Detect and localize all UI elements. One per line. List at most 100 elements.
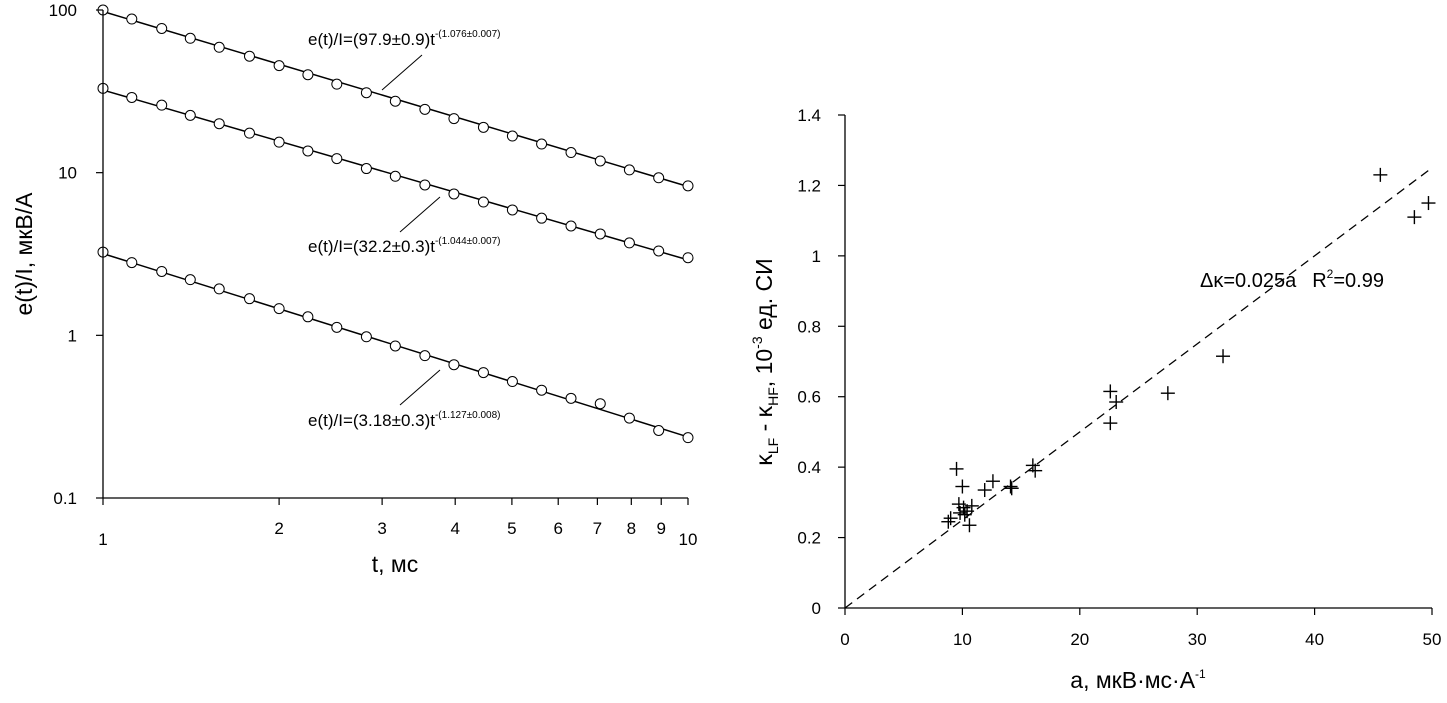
left-data-point (156, 22, 168, 34)
right-data-point (962, 518, 977, 533)
right-r2-base: R (1312, 270, 1326, 292)
left-data-point (594, 155, 606, 167)
right-data-point (1216, 349, 1231, 364)
left-data-point (419, 103, 431, 115)
left-y-tick-label: 100 (49, 1, 77, 20)
right-data-point (1003, 479, 1018, 494)
right-x-axis-label-base: a, мкВ·мс·А (1070, 667, 1195, 693)
right-y-tick-label: 1 (812, 247, 821, 266)
left-x-tick-label: 5 (507, 519, 516, 538)
left-data-point (273, 303, 285, 315)
right-x-tick-label: 30 (1188, 630, 1207, 649)
left-x-tick-label: 2 (274, 519, 283, 538)
right-y-axis-label-sub1: LF (765, 438, 781, 454)
left-data-point (448, 188, 460, 200)
right-data-point (1109, 394, 1124, 409)
right-data-point (985, 474, 1000, 489)
left-data-point (302, 69, 314, 81)
left-data-point (682, 252, 694, 264)
left-data-point (184, 274, 196, 286)
left-data-point (360, 331, 372, 343)
right-chart: 0 10 20 30 40 50 0 0.2 0.4 0.6 0.8 1 1.2 1.4 a, мкВ·м… (749, 106, 1441, 693)
left-data-point (273, 136, 285, 148)
right-x-tick-label: 50 (1423, 630, 1442, 649)
right-data-point (1103, 416, 1118, 431)
right-markers (941, 167, 1436, 533)
left-data-point (653, 245, 665, 257)
left-data-point (448, 113, 460, 125)
right-y-axis-label-end: ед. СИ (751, 258, 777, 336)
left-data-point (389, 170, 401, 182)
right-data-point (941, 514, 956, 529)
fit-equation-bottom: e(t)/I=(3.18±0.3)t-(1.127±0.008) (308, 410, 501, 430)
left-data-point (331, 153, 343, 165)
left-data-point (273, 60, 285, 72)
left-data-point (623, 237, 635, 249)
left-data-point (506, 204, 518, 216)
fit-equation-top-base: e(t)/I=(97.9±0.9)t (308, 30, 435, 49)
right-x-tick-label: 10 (953, 630, 972, 649)
left-data-point (213, 41, 225, 53)
left-x-tick-label: 9 (656, 519, 665, 538)
leader-line-bottom (399, 369, 441, 406)
right-x-axis-label-sup: -1 (1195, 667, 1206, 681)
left-x-tick-label: 10 (679, 530, 698, 549)
left-x-tick-label: 8 (627, 519, 636, 538)
left-data-point (360, 87, 372, 99)
left-data-point (477, 121, 489, 133)
left-data-point (623, 164, 635, 176)
right-y-tick-label: 0.6 (797, 388, 821, 407)
left-data-point (536, 212, 548, 224)
left-data-point (536, 138, 548, 150)
left-data-point (419, 179, 431, 191)
right-x-tick-label: 0 (840, 630, 849, 649)
right-data-point (1028, 463, 1043, 478)
left-data-point (682, 180, 694, 192)
right-y-tick-label: 0.4 (797, 458, 821, 477)
fit-equation-middle-base: e(t)/I=(32.2±0.3)t (308, 237, 435, 256)
right-axes (844, 115, 1432, 609)
left-data-point (126, 91, 138, 103)
left-data-point (243, 50, 255, 62)
left-data-point (506, 130, 518, 142)
left-data-point (389, 340, 401, 352)
left-data-point (243, 127, 255, 139)
left-x-tick-label: 1 (98, 530, 107, 549)
left-data-point (184, 32, 196, 44)
right-data-point (943, 511, 958, 526)
right-data-point (1103, 384, 1118, 399)
right-data-point (1373, 167, 1388, 182)
left-data-point (126, 13, 138, 25)
left-data-point (477, 196, 489, 208)
right-data-point (1421, 196, 1436, 211)
right-data-point (955, 479, 970, 494)
left-x-axis-label: t, мс (372, 551, 418, 577)
right-y-tick-label: 0.8 (797, 317, 821, 336)
right-ticks: 0 10 20 30 40 50 0 0.2 0.4 0.6 0.8 1 1.2 1.4 (797, 106, 1441, 649)
left-data-point (565, 147, 577, 159)
left-data-point (331, 321, 343, 333)
fit-equation-middle: e(t)/I=(32.2±0.3)t-(1.044±0.007) (308, 236, 501, 256)
left-x-tick-label: 7 (593, 519, 602, 538)
left-data-point (184, 109, 196, 121)
right-y-tick-label: 1.2 (797, 176, 821, 195)
right-data-point (1160, 386, 1175, 401)
left-data-point (594, 228, 606, 240)
left-data-point (156, 99, 168, 111)
right-y-axis-label-kappa1: κ (751, 454, 777, 466)
fit-equation-top: e(t)/I=(97.9±0.9)t-(1.076±0.007) (308, 29, 501, 49)
left-data-point (419, 350, 431, 362)
right-r2-sup: 2 (1327, 267, 1334, 281)
right-fit-equation: Δκ=0.025a R2=0.99 (1200, 267, 1384, 292)
left-data-point (536, 384, 548, 396)
left-y-tick-label: 1 (68, 326, 77, 345)
fit-equation-middle-exponent: -(1.044±0.007) (435, 236, 501, 247)
left-data-point (448, 359, 460, 371)
right-y-tick-label: 0 (812, 599, 821, 618)
left-data-point (653, 424, 665, 436)
right-y-axis-label: κLF - κHF, 10-3 ед. СИ (749, 258, 781, 465)
right-y-tick-label: 1.4 (797, 106, 821, 125)
left-data-point (389, 95, 401, 107)
left-y-tick-label: 10 (58, 164, 77, 183)
